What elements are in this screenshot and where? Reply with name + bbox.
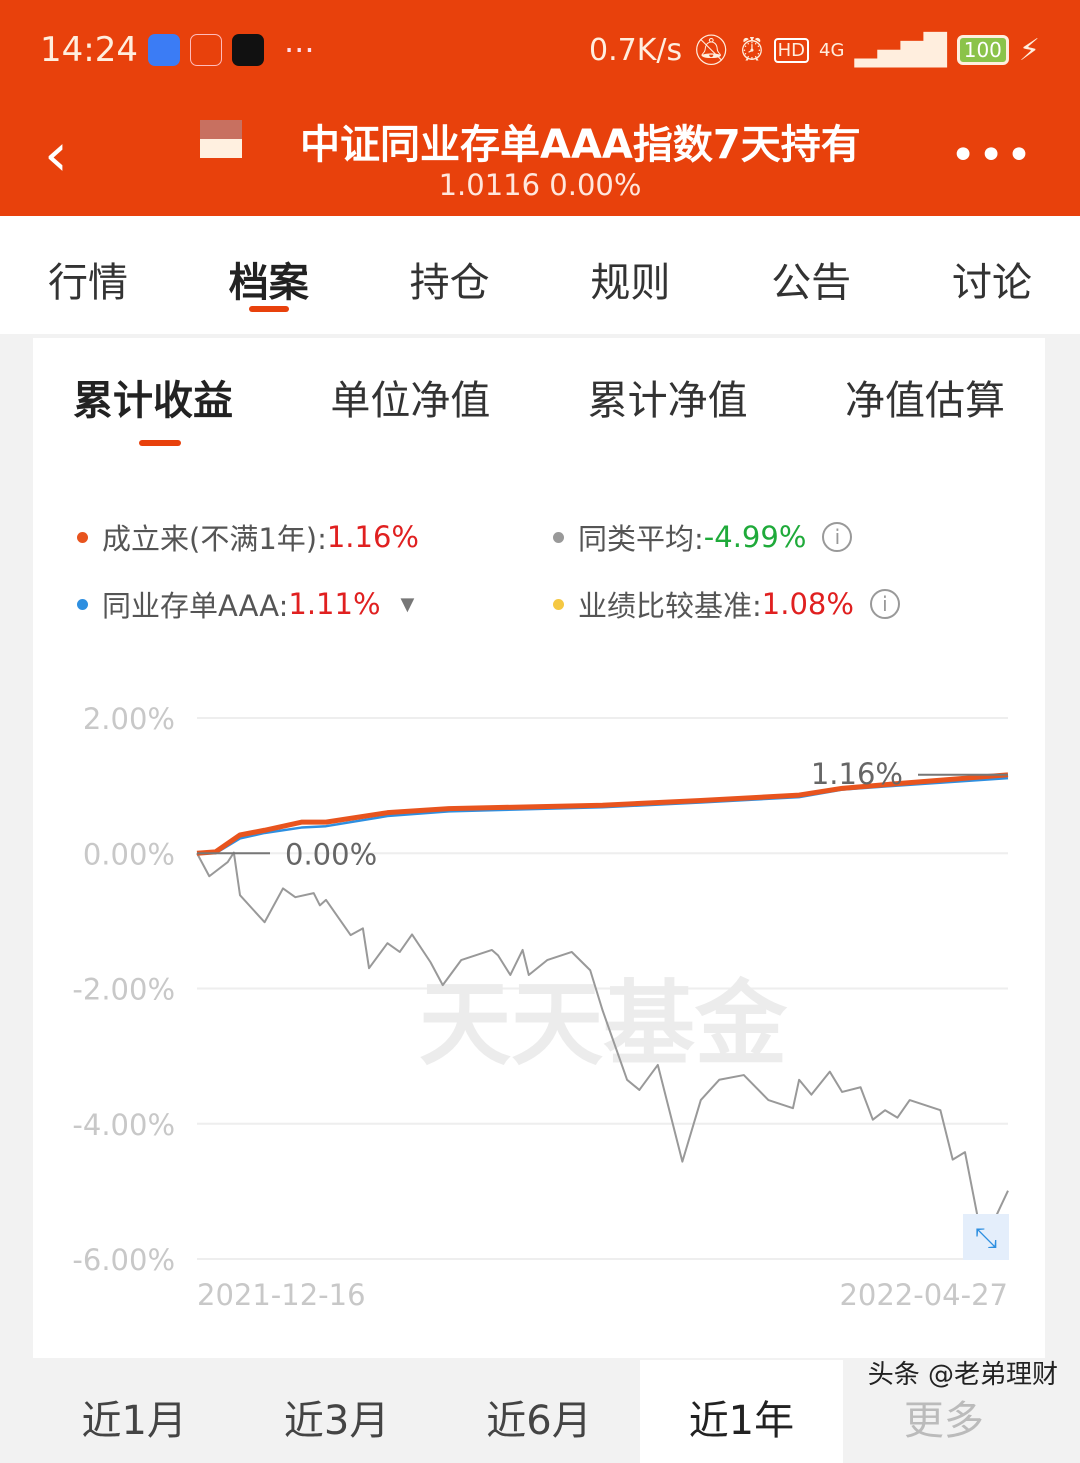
legend-label: 业绩比较基准: xyxy=(578,589,762,623)
fund-logo xyxy=(200,120,242,158)
legend-label: 成立来(不满1年): xyxy=(102,522,327,556)
tiktok-app-icon xyxy=(231,34,264,66)
legend-dot xyxy=(553,531,564,543)
main-tabs: 行情 档案 持仓 规则 公告 讨论 xyxy=(0,216,1080,334)
legend-label: 同业存单AAA: xyxy=(102,589,289,623)
legend-benchmark: 业绩比较基准: 1.08% i xyxy=(553,583,900,625)
period-more[interactable]: 更多 xyxy=(903,1398,984,1444)
legend-value: 1.11% xyxy=(288,587,381,621)
y-tick-label: -6.00% xyxy=(72,1243,175,1277)
end-value-label: 1.16% xyxy=(811,757,903,791)
alarm-icon: ⏰︎ xyxy=(740,32,764,68)
chart-subtabs: 累计收益 单位净值 累计净值 净值估算 xyxy=(73,368,1005,446)
period-1y[interactable]: 近1年 xyxy=(640,1360,843,1463)
y-tick-label: 0.00% xyxy=(83,837,175,871)
tab-discussion[interactable]: 讨论 xyxy=(951,260,1032,306)
y-tick-label: -2.00% xyxy=(72,973,175,1007)
fund-title: 中证同业存单AAA指数7天持有 xyxy=(300,122,861,168)
network-4g-icon: 4G xyxy=(819,39,845,61)
legend-value: 1.16% xyxy=(326,520,419,554)
expand-icon: ⤡ xyxy=(975,1221,997,1254)
legend-dot xyxy=(553,598,564,610)
tab-holdings[interactable]: 持仓 xyxy=(409,260,490,306)
legend-index[interactable]: 同业存单AAA: 1.11% ▼ xyxy=(77,583,414,625)
dropdown-caret-icon[interactable]: ▼ xyxy=(400,593,415,615)
chart-watermark: 天天基金 xyxy=(419,970,788,1078)
mute-icon: 🔕︎ xyxy=(692,32,731,68)
legend-fund: 成立来(不满1年): 1.16% xyxy=(77,516,419,558)
legend-category-average: 同类平均: -4.99% i xyxy=(553,516,853,558)
y-tick-label: -4.00% xyxy=(72,1108,175,1142)
signal-icon: ▂▄▆█ xyxy=(854,32,947,68)
charging-icon: ⚡︎ xyxy=(1018,32,1040,68)
battery-icon: 100 xyxy=(956,35,1009,65)
nav-value: 1.0116 xyxy=(438,168,541,202)
expand-button xyxy=(963,1214,1009,1260)
info-icon[interactable]: i xyxy=(869,589,900,619)
more-notifications-icon: ··· xyxy=(283,31,315,69)
start-value-label: 0.00% xyxy=(285,837,377,871)
more-button[interactable]: ••• xyxy=(950,130,1034,181)
series-line-2 xyxy=(196,772,1009,856)
subtab-cumulative-nav[interactable]: 累计净值 xyxy=(587,378,748,424)
info-icon[interactable]: i xyxy=(822,522,853,552)
legend-value: -4.99% xyxy=(703,520,807,554)
period-6m[interactable]: 近6月 xyxy=(486,1398,592,1444)
chart-card: 累计收益 单位净值 累计净值 净值估算 成立来(不满1年): 1.16% 同类平均… xyxy=(33,338,1045,1358)
status-bar: 14:24 ··· 0.7K/s 🔕︎ ⏰︎ HD 4G ▂▄▆█ 100 ⚡︎ xyxy=(40,28,1040,72)
status-time: 14:24 xyxy=(40,30,138,70)
period-tabs: 近1月 近3月 近6月 近1年 更多 xyxy=(33,1360,1045,1463)
series-line-0 xyxy=(196,851,1009,1231)
cumulative-return-chart[interactable]: 2.00% 0.00% -2.00% -4.00% -6.00% 2021-12-16 20… xyxy=(33,338,1045,1358)
tab-profile[interactable]: 档案 xyxy=(229,216,309,334)
x-tick-label: 2022-04-27 xyxy=(839,1278,1008,1312)
baidu-app-icon xyxy=(147,34,180,66)
period-3m[interactable]: 近3月 xyxy=(283,1398,390,1444)
legend-value: 1.08% xyxy=(761,587,854,621)
nav-change: 0.00% xyxy=(549,168,642,202)
legend-dot xyxy=(77,598,88,610)
app-header: 14:24 ··· 0.7K/s 🔕︎ ⏰︎ HD 4G ▂▄▆█ 100 ⚡︎… xyxy=(0,0,1080,216)
subtab-nav-estimate[interactable]: 净值估算 xyxy=(844,378,1005,424)
subtab-unit-nav[interactable]: 单位净值 xyxy=(330,378,491,424)
period-1m[interactable]: 近1月 xyxy=(81,1398,187,1444)
legend-dot xyxy=(77,531,88,543)
y-tick-label: 2.00% xyxy=(83,702,175,736)
back-button[interactable]: ‹ xyxy=(44,120,68,190)
tab-rules[interactable]: 规则 xyxy=(590,260,671,306)
stock-app-icon xyxy=(189,34,222,66)
source-watermark: 头条 @老弟理财 xyxy=(867,1360,1058,1390)
hd-icon: HD xyxy=(773,37,810,63)
tab-market[interactable]: 行情 xyxy=(48,260,128,306)
x-tick-label: 2021-12-16 xyxy=(197,1278,366,1312)
subtab-cumulative-return[interactable]: 累计收益 xyxy=(73,368,233,446)
fund-nav: 1.0116 0.00% xyxy=(0,168,1080,202)
net-speed: 0.7K/s xyxy=(589,32,683,68)
legend-label: 同类平均: xyxy=(578,522,704,556)
tab-announcements[interactable]: 公告 xyxy=(771,260,852,306)
